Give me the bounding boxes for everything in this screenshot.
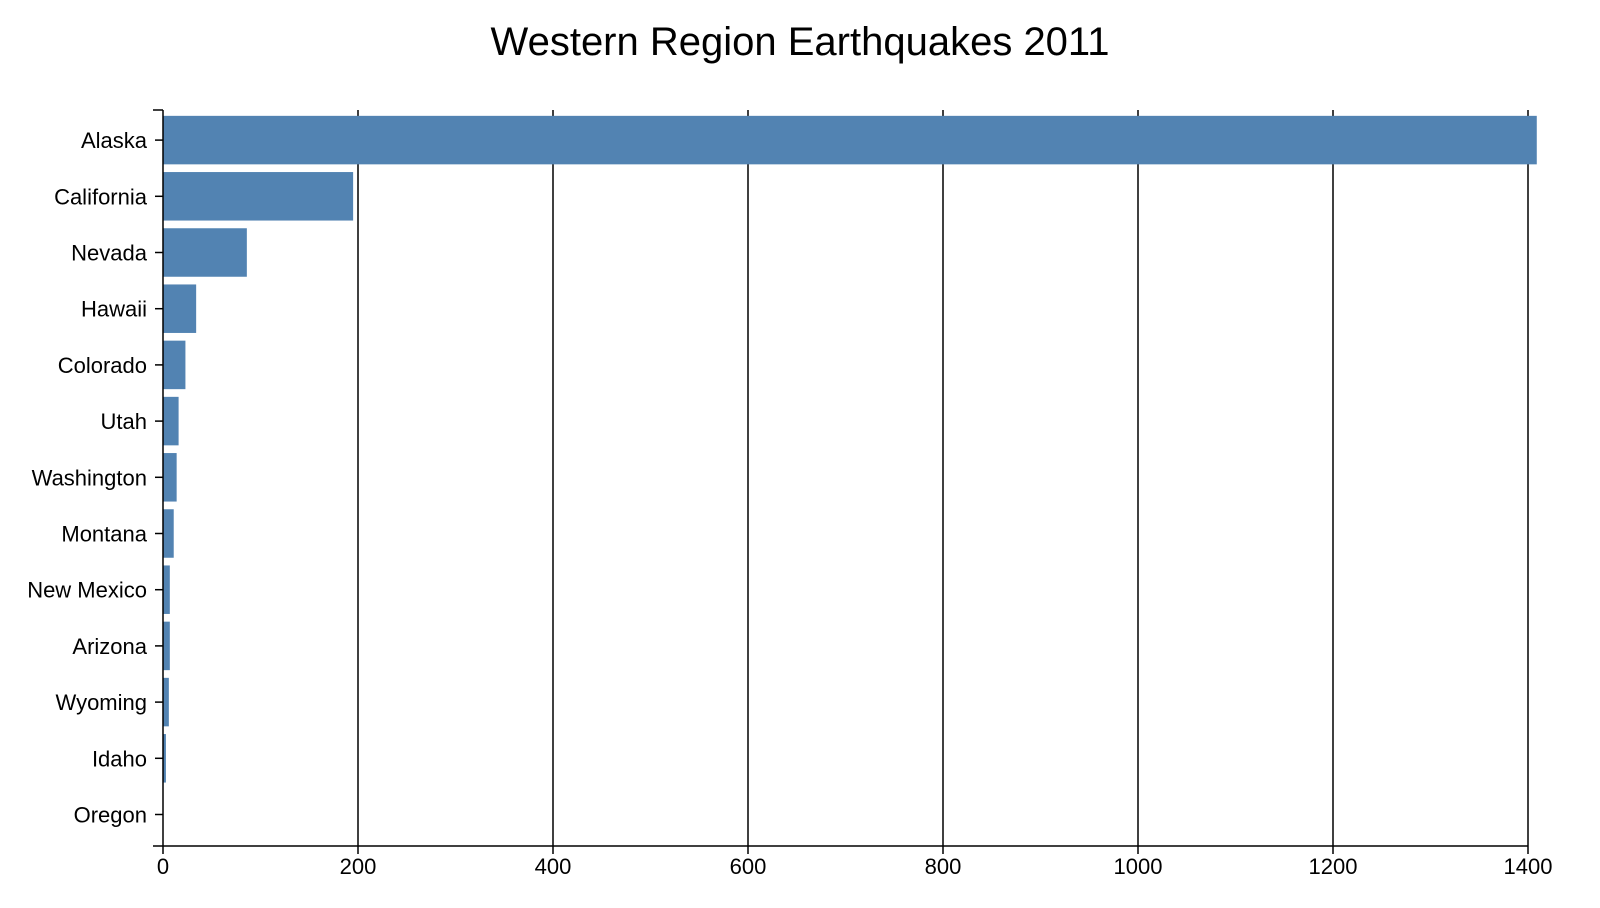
x-tick-label-800: 800 [925,854,962,879]
bar-hawaii [163,284,197,333]
bar-colorado [163,340,186,390]
y-tick-label-alaska: Alaska [81,128,148,153]
x-axis: 0 200 400 600 800 1000 1200 1400 [157,845,1553,879]
y-tick-label-colorado: Colorado [58,353,147,378]
bar-nevada [163,228,247,277]
bar-montana [163,509,174,558]
bars [163,115,1537,783]
y-tick-label-california: California [54,184,148,209]
x-tick-label-1000: 1000 [1114,854,1163,879]
y-axis: Alaska California Nevada Hawaii Colorado Utah… [27,109,164,847]
bar-washington [163,453,177,502]
x-tick-label-200: 200 [340,854,377,879]
x-tick-label-1400: 1400 [1504,854,1553,879]
x-tick-label-1200: 1200 [1309,854,1358,879]
y-tick-label-montana: Montana [61,522,147,547]
x-tick-label-600: 600 [730,854,767,879]
bar-california [163,172,354,221]
bar-idaho [163,734,166,783]
x-tick-label-0: 0 [157,854,169,879]
y-tick-label-arizona: Arizona [72,634,147,659]
bar-wyoming [163,677,169,727]
y-tick-label-washington: Washington [32,465,147,490]
bar-alaska [163,115,1537,165]
chart-title: Western Region Earthquakes 2011 [490,20,1110,64]
y-tick-label-idaho: Idaho [92,746,147,771]
x-tick-label-400: 400 [535,854,572,879]
y-tick-label-oregon: Oregon [74,803,147,828]
bar-utah [163,396,179,446]
grid-lines [357,110,1529,846]
y-tick-label-wyoming: Wyoming [56,690,148,715]
bar-arizona [163,621,170,671]
y-tick-label-utah: Utah [101,409,147,434]
y-tick-label-new-mexico: New Mexico [27,578,147,603]
y-tick-label-hawaii: Hawaii [81,297,147,322]
bar-new-mexico [163,565,170,614]
y-tick-label-nevada: Nevada [71,241,148,266]
